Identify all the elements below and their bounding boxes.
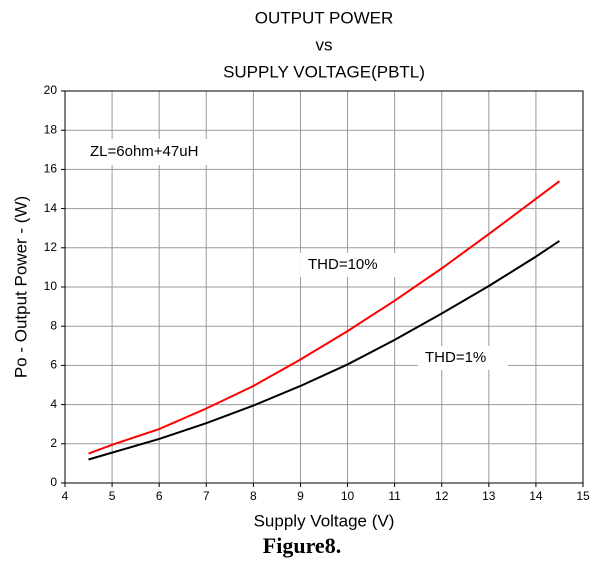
label-bg: [300, 253, 400, 277]
plot-frame: [64, 90, 584, 484]
x-tick-label: 9: [297, 489, 304, 503]
x-tick-label: 10: [341, 489, 355, 503]
chart-title: SUPPLY VOLTAGE(PBTL): [223, 62, 425, 81]
chart-title: vs: [316, 35, 333, 54]
x-tick-label: 14: [529, 489, 543, 503]
y-tick-label: 18: [44, 122, 58, 136]
x-tick-label: 4: [62, 489, 69, 503]
x-tick-label: 15: [576, 489, 590, 503]
series-label: THD=10%: [308, 256, 378, 273]
series-label: THD=1%: [425, 349, 486, 366]
y-tick-label: 6: [50, 358, 57, 372]
y-tick-label: 12: [44, 240, 58, 254]
series-line: [88, 180, 561, 455]
annotation: ZL=6ohm+47uH: [90, 143, 198, 160]
annotation-box: [80, 139, 228, 165]
x-tick-label: 7: [203, 489, 210, 503]
x-tick-label: 5: [109, 489, 116, 503]
y-tick-label: 2: [50, 436, 57, 450]
series-line: [88, 240, 561, 461]
x-tick-label: 8: [250, 489, 257, 503]
chart-title: OUTPUT POWER: [255, 8, 394, 27]
figure-caption: Figure8.: [263, 533, 341, 558]
y-tick-label: 16: [44, 162, 58, 176]
label-bg: [418, 346, 508, 370]
y-tick-label: 0: [50, 475, 57, 489]
x-tick-label: 11: [388, 489, 401, 503]
y-tick-label: 20: [44, 83, 58, 97]
x-tick-label: 6: [156, 489, 163, 503]
y-tick-label: 4: [50, 397, 57, 411]
y-axis-label: Po - Output Power - (W): [11, 196, 30, 378]
x-axis-label: Supply Voltage (V): [254, 511, 395, 530]
y-tick-label: 10: [44, 279, 58, 293]
x-tick-label: 13: [482, 489, 496, 503]
y-tick-label: 14: [44, 201, 58, 215]
x-tick-label: 12: [435, 489, 449, 503]
y-tick-label: 8: [50, 318, 57, 332]
